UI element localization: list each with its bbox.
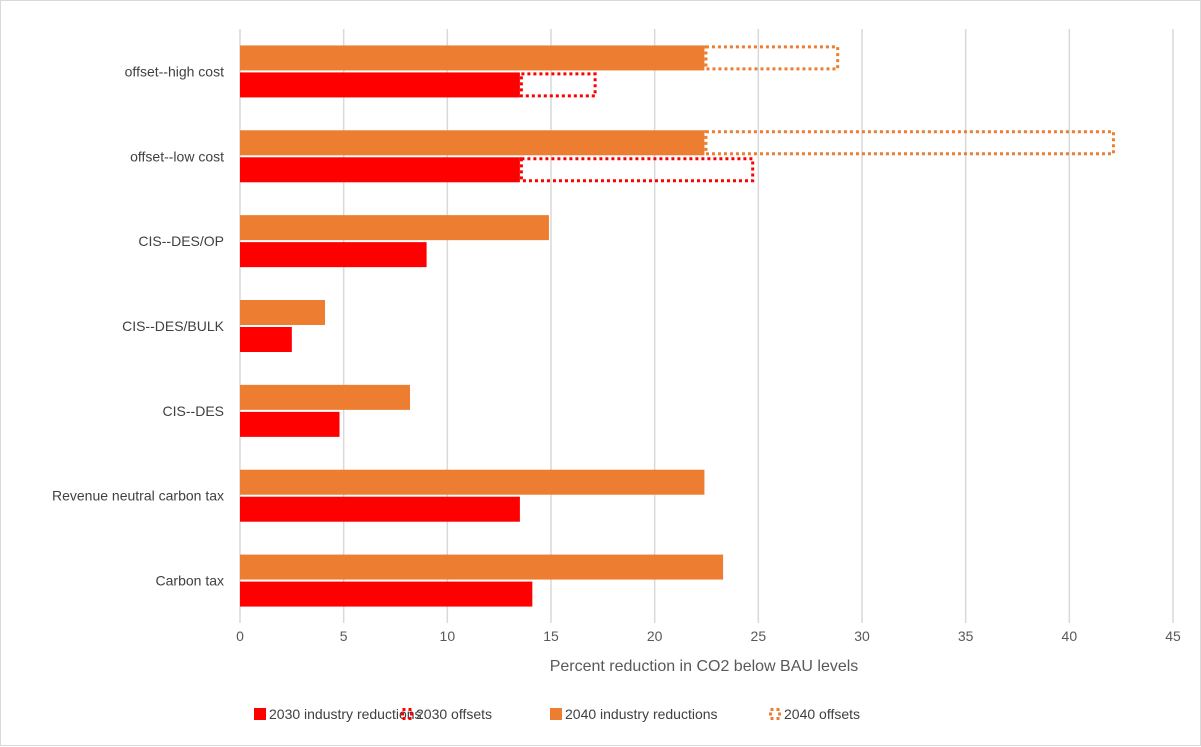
category-label: CIS--DES/OP [138, 233, 224, 249]
legend-label: 2030 offsets [416, 706, 492, 722]
bar-2030-industry-cis-des-op [240, 242, 427, 267]
bar-2030-industry-revenue-neutral-carbon-tax [240, 497, 520, 522]
legend-label: 2040 industry reductions [565, 706, 718, 722]
bar-2030-industry-cis-des [240, 412, 340, 437]
x-tick-label: 15 [543, 628, 559, 644]
x-tick-label: 40 [1062, 628, 1078, 644]
category-labels: offset--high cost offset--low cost CIS--DE… [52, 63, 225, 588]
x-tick-label: 30 [854, 628, 870, 644]
legend-swatch-2030-industry-reductions [254, 708, 266, 720]
bar-2030-industry-offset-high-cost [240, 72, 520, 97]
legend-label: 2030 industry reductions [269, 706, 422, 722]
bar-2030-offset-offset-low-cost [521, 159, 752, 181]
bar-2040-industry-carbon-tax [240, 555, 723, 580]
bar-2030-industry-cis-des-bulk [240, 327, 292, 352]
x-tick-label: 20 [647, 628, 663, 644]
x-tick-labels: 0 5 10 15 20 25 30 35 40 45 [236, 628, 1181, 644]
bars [240, 45, 1113, 606]
x-tick-label: 45 [1165, 628, 1181, 644]
x-tick-label: 10 [440, 628, 456, 644]
category-label: Revenue neutral carbon tax [52, 488, 224, 504]
x-tick-label: 5 [340, 628, 348, 644]
bar-2040-industry-cis-des-op [240, 215, 549, 240]
legend-swatch-2040-offsets [771, 710, 780, 719]
legend-label: 2040 offsets [784, 706, 860, 722]
bar-2040-offset-offset-low-cost [706, 132, 1114, 154]
x-axis-title: Percent reduction in CO2 below BAU level… [550, 658, 859, 675]
x-tick-label: 35 [958, 628, 974, 644]
category-label: CIS--DES/BULK [122, 318, 225, 334]
category-label: offset--low cost [130, 148, 224, 164]
bar-2030-offset-offset-high-cost [521, 74, 595, 96]
bar-2040-offset-offset-high-cost [706, 47, 838, 69]
grid-lines [240, 29, 1173, 623]
bar-2030-industry-carbon-tax [240, 582, 532, 607]
category-label: offset--high cost [125, 63, 224, 79]
bar-2030-industry-offset-low-cost [240, 157, 520, 182]
category-label: CIS--DES [163, 403, 224, 419]
bar-2040-industry-offset-high-cost [240, 45, 704, 70]
x-tick-label: 0 [236, 628, 244, 644]
bar-2040-industry-cis-des-bulk [240, 300, 325, 325]
bar-2040-industry-revenue-neutral-carbon-tax [240, 470, 704, 495]
bar-2040-industry-cis-des [240, 385, 410, 410]
x-tick-label: 25 [751, 628, 767, 644]
bar-2040-industry-offset-low-cost [240, 130, 704, 155]
category-label: Carbon tax [156, 573, 224, 589]
legend-swatch-2040-industry-reductions [550, 708, 562, 720]
